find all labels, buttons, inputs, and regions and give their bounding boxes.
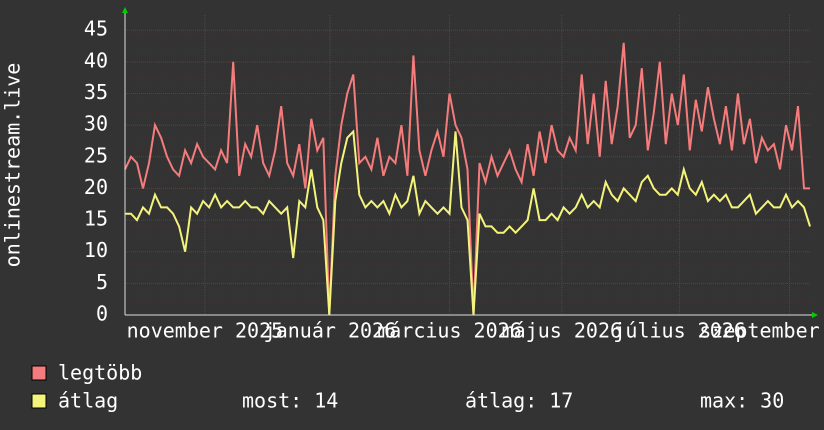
stat-value: 14 [314,389,338,413]
stat-value: 17 [549,389,573,413]
y-tick-label: 15 [84,207,108,231]
stat-label: max: [700,389,748,413]
x-tick-label: szeptember 2026 [699,319,824,343]
x-arrow [812,312,818,318]
plot [124,15,811,316]
y-tick-label: 30 [84,112,108,136]
y-tick-label: 40 [84,48,108,72]
y-arrow [122,7,128,13]
y-tick-label: 35 [84,80,108,104]
series-line [125,129,811,316]
x-tick-label: november 2025 [127,319,284,343]
stat-value: 30 [760,389,784,413]
legend-label: legtöbb [58,361,142,385]
stat-label: most: [242,389,302,413]
legend-swatch [31,393,47,409]
legend-swatch [31,365,47,381]
y-tick-label: 20 [84,175,108,199]
y-tick-label: 25 [84,143,108,167]
y-tick-label: 5 [96,270,108,294]
y-tick-label: 10 [84,238,108,262]
x-tick-label: március 2026 [377,319,522,343]
x-tick-label: január 2026 [264,319,396,343]
x-tick-label: május 2026 [502,319,622,343]
x-tick-label: július 2026 [613,319,745,343]
y-tick-label: 45 [84,17,108,41]
y-axis-title: onlinestream.live [1,63,25,268]
y-tick-label: 0 [96,302,108,326]
legend-label: átlag [58,389,118,413]
stat-label: átlag: [465,389,537,413]
series-line [124,42,810,316]
